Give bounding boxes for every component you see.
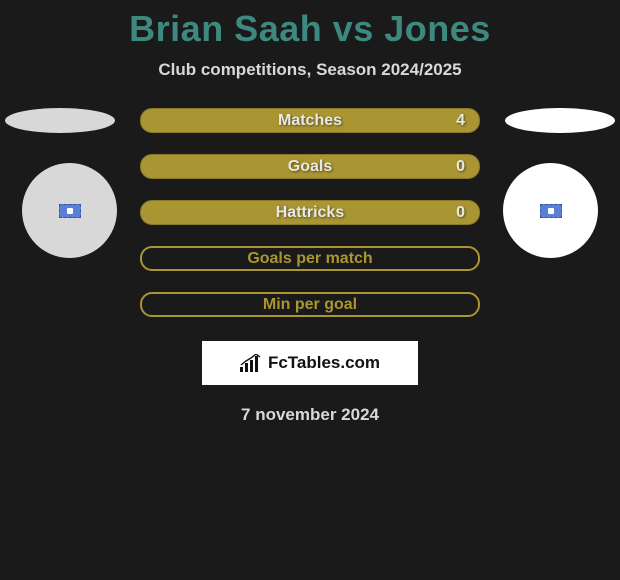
source-logo-text: FcTables.com [268,353,380,373]
comparison-content: Matches 4 Goals 0 Hattricks 0 Goals per … [0,108,620,425]
player-right-ellipse [505,108,615,133]
stat-label: Goals per match [247,250,372,268]
stat-bar-goals-per-match: Goals per match [140,246,480,271]
comparison-title: Brian Saah vs Jones [0,0,620,50]
stat-bar-min-per-goal: Min per goal [140,292,480,317]
comparison-date: 7 november 2024 [0,405,620,425]
placeholder-icon [59,204,81,218]
stat-bar-hattricks: Hattricks 0 [140,200,480,225]
stat-label: Min per goal [263,296,357,314]
player-left-ellipse [5,108,115,133]
stat-label: Goals [288,158,332,176]
stat-right-value: 0 [456,204,465,222]
player-left-badge [22,163,117,258]
stat-bars: Matches 4 Goals 0 Hattricks 0 Goals per … [140,108,480,317]
comparison-subtitle: Club competitions, Season 2024/2025 [0,60,620,80]
placeholder-icon [540,204,562,218]
stat-bar-matches: Matches 4 [140,108,480,133]
stat-right-value: 4 [456,112,465,130]
fctables-chart-icon [240,354,262,372]
stat-label: Hattricks [276,204,344,222]
source-logo-box: FcTables.com [202,341,418,385]
stat-label: Matches [278,112,342,130]
stat-right-value: 0 [456,158,465,176]
stat-bar-goals: Goals 0 [140,154,480,179]
player-right-badge [503,163,598,258]
